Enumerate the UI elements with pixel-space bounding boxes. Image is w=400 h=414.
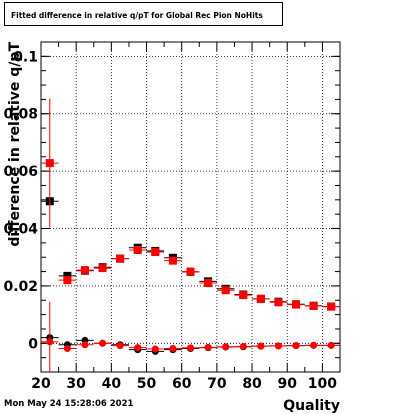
data-point (239, 342, 247, 350)
y-tick-label: 0.1 (13, 49, 38, 65)
x-tick-label: 30 (66, 376, 86, 392)
data-point (309, 302, 318, 310)
x-tick-labels: 20 30 40 50 60 70 80 90 100 (31, 376, 337, 392)
data-point (327, 341, 335, 349)
y-tick-labels: 0 0.02 0.04 0.06 0.08 0.1 (3, 49, 38, 352)
data-point (274, 298, 283, 307)
x-tick-label: 90 (277, 376, 297, 392)
x-tick-label: 50 (137, 376, 157, 392)
data-point (168, 256, 177, 265)
axis-ticks (40, 42, 340, 372)
x-tick-label: 100 (308, 376, 337, 392)
series-3 (41, 301, 340, 372)
data-point (63, 344, 71, 352)
data-point (151, 248, 160, 257)
data-point (292, 342, 300, 350)
data-point (274, 342, 282, 350)
data-point (99, 339, 107, 347)
timestamp: Mon May 24 15:28:06 2021 (4, 399, 134, 409)
grid-lines (40, 42, 340, 372)
data-point (151, 345, 159, 353)
chart-title-box: Fitted difference in relative q/pT for G… (4, 2, 283, 26)
data-point (310, 341, 318, 349)
y-tick-label: 0.04 (3, 222, 38, 238)
data-point (63, 276, 72, 285)
y-tick-label: 0 (28, 336, 38, 352)
data-point (45, 159, 54, 168)
data-point (116, 254, 125, 263)
data-point (187, 344, 194, 352)
data-point (169, 344, 177, 352)
data-point (204, 279, 213, 288)
data-point (133, 246, 142, 255)
data-point (134, 344, 142, 352)
data-point (221, 286, 230, 295)
data-point (204, 343, 212, 351)
data-point (327, 302, 336, 311)
data-point (80, 266, 89, 275)
y-tick-label: 0.02 (3, 279, 38, 295)
x-tick-label: 80 (242, 376, 262, 392)
data-point (239, 291, 248, 300)
data-marks (41, 98, 340, 372)
data-point (257, 342, 265, 350)
data-point (81, 341, 89, 349)
series-0 (41, 197, 340, 311)
chart-title: Fitted difference in relative q/pT for G… (11, 11, 263, 20)
x-tick-label: 40 (102, 376, 122, 392)
data-point (256, 294, 265, 303)
x-axis-title: Quality (283, 398, 340, 414)
data-point (46, 338, 54, 346)
x-tick-label: 60 (172, 376, 192, 392)
x-tick-label: 70 (207, 376, 227, 392)
data-point (292, 300, 301, 309)
series-1 (41, 98, 340, 311)
y-tick-label: 0.08 (3, 107, 38, 123)
y-axis-title: difference in relative q/pT (7, 42, 23, 247)
data-point (98, 264, 107, 273)
x-tick-label: 20 (31, 376, 51, 392)
data-point (186, 267, 195, 276)
data-point (116, 342, 124, 350)
data-point (222, 343, 230, 351)
plot-frame (40, 41, 341, 373)
y-tick-label: 0.06 (3, 164, 38, 180)
data-point (63, 271, 72, 280)
